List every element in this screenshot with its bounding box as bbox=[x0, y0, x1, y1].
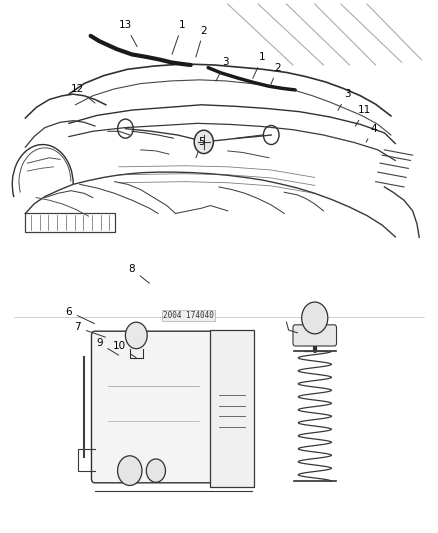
Text: 10: 10 bbox=[112, 341, 136, 358]
Text: 1: 1 bbox=[253, 52, 266, 78]
Text: 11: 11 bbox=[355, 105, 371, 126]
FancyBboxPatch shape bbox=[210, 330, 254, 487]
Text: 5: 5 bbox=[196, 137, 205, 158]
Text: 1: 1 bbox=[172, 20, 185, 54]
Text: 2004 174040: 2004 174040 bbox=[163, 311, 214, 320]
Text: 7: 7 bbox=[74, 322, 106, 337]
Circle shape bbox=[302, 302, 328, 334]
Text: 12: 12 bbox=[71, 84, 95, 103]
Text: 6: 6 bbox=[66, 306, 95, 324]
Text: 13: 13 bbox=[119, 20, 137, 47]
Circle shape bbox=[146, 459, 166, 482]
Text: 4: 4 bbox=[366, 124, 377, 142]
Circle shape bbox=[194, 130, 213, 154]
Text: 9: 9 bbox=[96, 338, 119, 355]
Text: 8: 8 bbox=[129, 264, 149, 284]
Text: 3: 3 bbox=[216, 58, 229, 81]
Circle shape bbox=[117, 456, 142, 486]
Circle shape bbox=[125, 322, 147, 349]
Text: 3: 3 bbox=[338, 89, 351, 110]
Text: 2: 2 bbox=[270, 63, 281, 86]
FancyBboxPatch shape bbox=[92, 331, 216, 483]
Text: 2: 2 bbox=[196, 26, 207, 57]
FancyBboxPatch shape bbox=[293, 325, 336, 346]
